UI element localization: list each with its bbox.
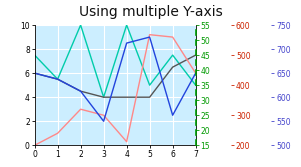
Text: Using multiple Y-axis: Using multiple Y-axis (79, 5, 222, 19)
